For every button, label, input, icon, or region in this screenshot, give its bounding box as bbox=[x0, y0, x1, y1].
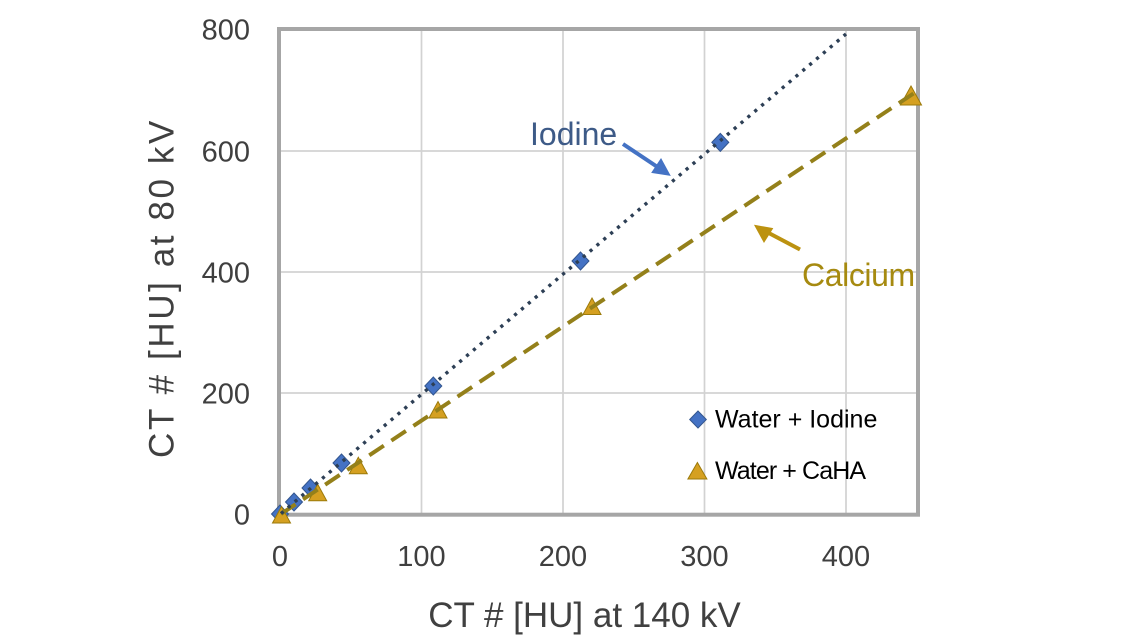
svg-text:Water + Iodine: Water + Iodine bbox=[715, 406, 877, 434]
svg-text:800: 800 bbox=[202, 15, 250, 47]
svg-text:Calcium: Calcium bbox=[802, 257, 915, 293]
svg-text:400: 400 bbox=[822, 541, 870, 573]
svg-text:200: 200 bbox=[539, 541, 587, 573]
svg-text:400: 400 bbox=[202, 258, 250, 290]
svg-text:Water + CaHA: Water + CaHA bbox=[715, 457, 866, 485]
svg-text:0: 0 bbox=[234, 500, 250, 532]
svg-text:100: 100 bbox=[397, 541, 445, 573]
svg-text:200: 200 bbox=[202, 379, 250, 411]
svg-text:300: 300 bbox=[680, 541, 728, 573]
svg-text:600: 600 bbox=[202, 137, 250, 169]
svg-text:CT # [HU] at 140 kV: CT # [HU] at 140 kV bbox=[428, 596, 741, 635]
svg-text:0: 0 bbox=[272, 541, 288, 573]
svg-text:Iodine: Iodine bbox=[530, 116, 617, 152]
svg-text:CT # [HU] at 80 kV: CT # [HU] at 80 kV bbox=[143, 118, 182, 458]
